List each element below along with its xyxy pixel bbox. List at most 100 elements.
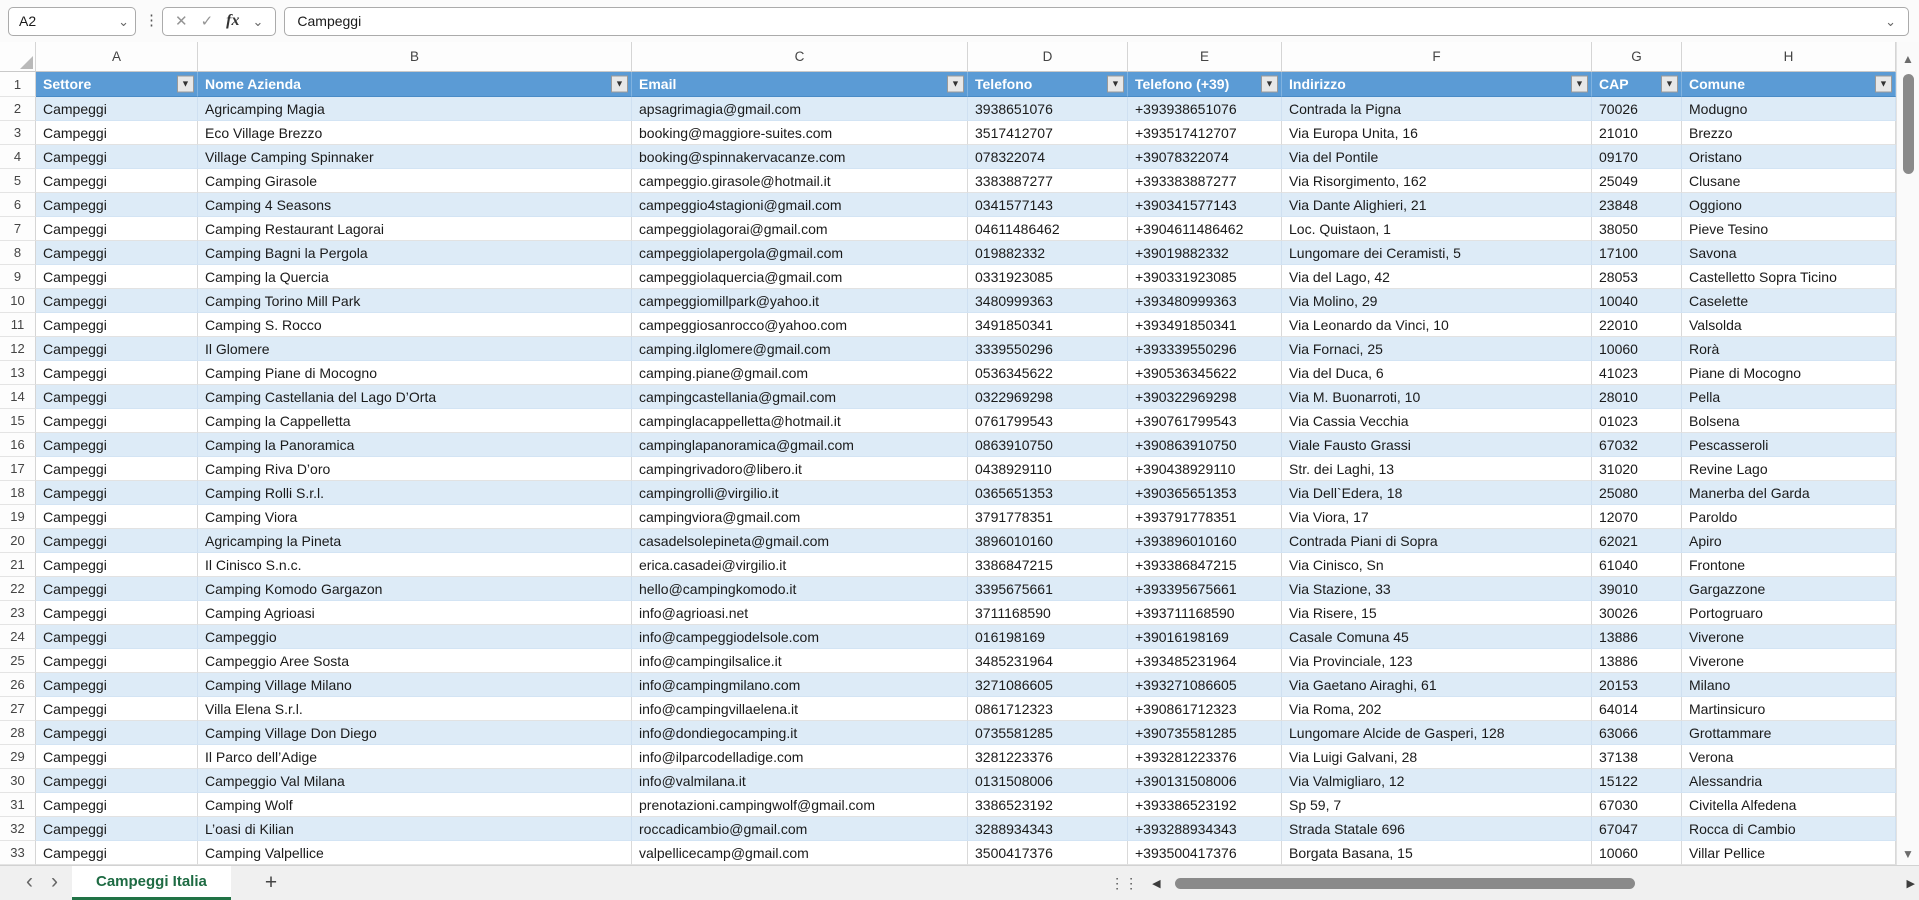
cell[interactable]: 3938651076 <box>968 97 1128 121</box>
formula-bar-expand-icon[interactable]: ⌄ <box>1885 13 1896 29</box>
cell[interactable]: Villar Pellice <box>1682 841 1896 865</box>
cell[interactable]: 3711168590 <box>968 601 1128 625</box>
cell[interactable]: Campeggi <box>36 553 198 577</box>
cell[interactable]: campeggiomillpark@yahoo.it <box>632 289 968 313</box>
cell[interactable]: Camping 4 Seasons <box>198 193 632 217</box>
cell[interactable]: Martinsicuro <box>1682 697 1896 721</box>
row-header-23[interactable]: 23 <box>0 601 36 625</box>
cell[interactable]: campeggiolaquercia@gmail.com <box>632 265 968 289</box>
cell[interactable]: 70026 <box>1592 97 1682 121</box>
cell[interactable]: +393485231964 <box>1128 649 1282 673</box>
filter-button[interactable]: ▼ <box>1107 75 1124 93</box>
cell[interactable]: 67032 <box>1592 433 1682 457</box>
cell[interactable]: 0341577143 <box>968 193 1128 217</box>
cell[interactable]: Campeggi <box>36 385 198 409</box>
row-header-6[interactable]: 6 <box>0 193 36 217</box>
cell[interactable]: Camping Castellania del Lago D’Orta <box>198 385 632 409</box>
cell[interactable]: 0861712323 <box>968 697 1128 721</box>
cell[interactable]: Portogruaro <box>1682 601 1896 625</box>
cell[interactable]: Camping Viora <box>198 505 632 529</box>
column-header-F[interactable]: F <box>1282 42 1592 72</box>
scroll-up-icon[interactable]: ▲ <box>1902 52 1914 66</box>
cell[interactable]: 3281223376 <box>968 745 1128 769</box>
row-header-2[interactable]: 2 <box>0 97 36 121</box>
cell[interactable]: Campeggi <box>36 817 198 841</box>
cell[interactable]: 0131508006 <box>968 769 1128 793</box>
cell[interactable]: 62021 <box>1592 529 1682 553</box>
cell[interactable]: Lungomare dei Ceramisti, 5 <box>1282 241 1592 265</box>
cell[interactable]: 3480999363 <box>968 289 1128 313</box>
cell[interactable]: L’oasi di Kilian <box>198 817 632 841</box>
header-cell[interactable]: Nome Azienda ▼ <box>198 72 632 97</box>
cell[interactable]: Castelletto Sopra Ticino <box>1682 265 1896 289</box>
cell[interactable]: +390761799543 <box>1128 409 1282 433</box>
cell[interactable]: 37138 <box>1592 745 1682 769</box>
cell[interactable]: campeggiosanrocco@yahoo.com <box>632 313 968 337</box>
cell[interactable]: info@dondiegocamping.it <box>632 721 968 745</box>
cell[interactable]: Campeggi <box>36 529 198 553</box>
cell[interactable]: Camping Komodo Gargazon <box>198 577 632 601</box>
cell[interactable]: +390735581285 <box>1128 721 1282 745</box>
cell[interactable]: 3395675661 <box>968 577 1128 601</box>
cell[interactable]: 3288934343 <box>968 817 1128 841</box>
cell[interactable]: Campeggi <box>36 457 198 481</box>
cell[interactable]: Campeggi <box>36 841 198 865</box>
cell[interactable]: Piane di Mocogno <box>1682 361 1896 385</box>
cell[interactable]: Via del Lago, 42 <box>1282 265 1592 289</box>
cell[interactable]: 016198169 <box>968 625 1128 649</box>
cell[interactable]: Campeggi <box>36 409 198 433</box>
cell[interactable]: Campeggio <box>198 625 632 649</box>
cell[interactable]: info@campingmilano.com <box>632 673 968 697</box>
cell[interactable]: +393517412707 <box>1128 121 1282 145</box>
cell[interactable]: campeggiolagorai@gmail.com <box>632 217 968 241</box>
cell[interactable]: Camping la Cappelletta <box>198 409 632 433</box>
add-sheet-button[interactable]: + <box>264 871 278 894</box>
cell[interactable]: campinglapanoramica@gmail.com <box>632 433 968 457</box>
cell[interactable]: Camping la Panoramica <box>198 433 632 457</box>
cell[interactable]: 10060 <box>1592 337 1682 361</box>
cell[interactable]: info@campingvillaelena.it <box>632 697 968 721</box>
row-header-27[interactable]: 27 <box>0 697 36 721</box>
cell[interactable]: Gargazzone <box>1682 577 1896 601</box>
function-dropdown-icon[interactable]: ⌄ <box>252 13 264 29</box>
cell[interactable]: Pella <box>1682 385 1896 409</box>
header-cell[interactable]: Settore ▼ <box>36 72 198 97</box>
cell[interactable]: Camping Rolli S.r.l. <box>198 481 632 505</box>
cell[interactable]: 17100 <box>1592 241 1682 265</box>
cell[interactable]: 3517412707 <box>968 121 1128 145</box>
cell[interactable]: 61040 <box>1592 553 1682 577</box>
cell[interactable]: 3386847215 <box>968 553 1128 577</box>
filter-button[interactable]: ▼ <box>947 75 964 93</box>
cell[interactable]: Agricamping la Pineta <box>198 529 632 553</box>
cell[interactable]: +390341577143 <box>1128 193 1282 217</box>
cell[interactable]: Campeggio Aree Sosta <box>198 649 632 673</box>
cell[interactable]: 23848 <box>1592 193 1682 217</box>
next-sheet-icon[interactable]: › <box>51 870 58 893</box>
cell[interactable]: Via Risorgimento, 162 <box>1282 169 1592 193</box>
cell[interactable]: Village Camping Spinnaker <box>198 145 632 169</box>
cell[interactable]: Via Molino, 29 <box>1282 289 1592 313</box>
cell[interactable]: Revine Lago <box>1682 457 1896 481</box>
cell[interactable]: Clusane <box>1682 169 1896 193</box>
header-cell[interactable]: Telefono (+39) ▼ <box>1128 72 1282 97</box>
cell[interactable]: Via Europa Unita, 16 <box>1282 121 1592 145</box>
cell[interactable]: Via Roma, 202 <box>1282 697 1592 721</box>
cell[interactable]: Camping Village Don Diego <box>198 721 632 745</box>
cell[interactable]: +393386523192 <box>1128 793 1282 817</box>
cell[interactable]: 10040 <box>1592 289 1682 313</box>
cell[interactable]: +390536345622 <box>1128 361 1282 385</box>
cell[interactable]: Campeggio Val Milana <box>198 769 632 793</box>
cell[interactable]: Valsolda <box>1682 313 1896 337</box>
cell[interactable]: Camping Valpellice <box>198 841 632 865</box>
cell[interactable]: campingcastellania@gmail.com <box>632 385 968 409</box>
cell[interactable]: campingrolli@virgilio.it <box>632 481 968 505</box>
cell[interactable]: Caselette <box>1682 289 1896 313</box>
row-header-18[interactable]: 18 <box>0 481 36 505</box>
cell[interactable]: +393480999363 <box>1128 289 1282 313</box>
cell[interactable]: Lungomare Alcide de Gasperi, 128 <box>1282 721 1592 745</box>
row-header-33[interactable]: 33 <box>0 841 36 865</box>
cell[interactable]: 0438929110 <box>968 457 1128 481</box>
cell[interactable]: Agricamping Magia <box>198 97 632 121</box>
cell[interactable]: 3896010160 <box>968 529 1128 553</box>
cell[interactable]: apsagrimagia@gmail.com <box>632 97 968 121</box>
